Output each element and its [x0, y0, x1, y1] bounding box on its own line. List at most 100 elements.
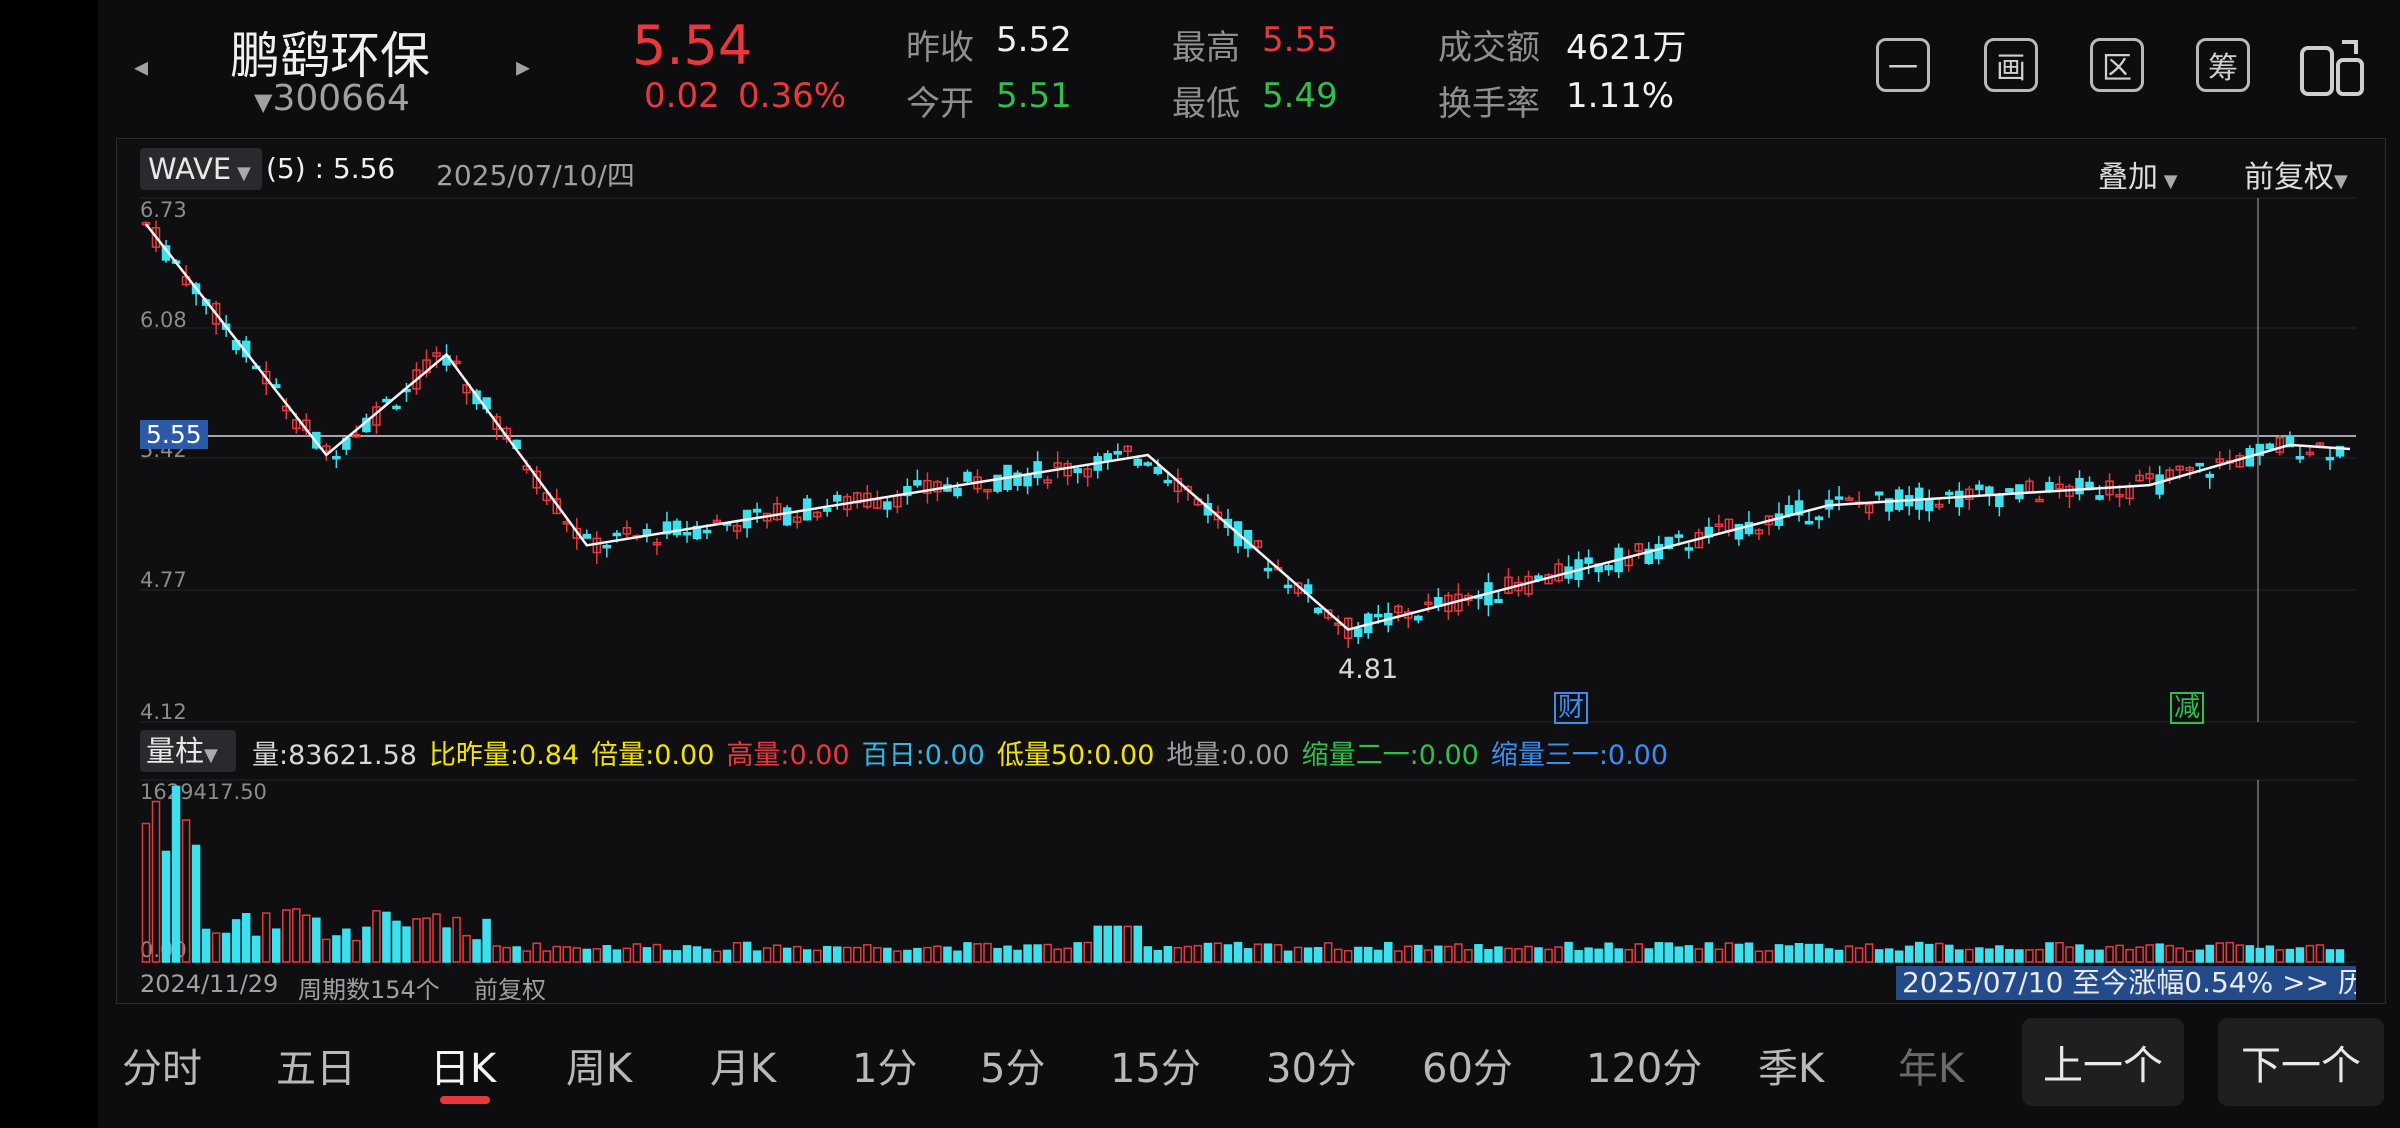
candle-body [2155, 474, 2164, 495]
event-finance-marker[interactable]: 财 [1554, 692, 1589, 724]
volume-bar [1774, 944, 1784, 963]
volume-bar [1444, 945, 1453, 963]
next-stock-arrow[interactable]: ▸ [516, 50, 531, 83]
multi-screen-icon[interactable] [2298, 36, 2366, 102]
volume-bar [1243, 948, 1253, 963]
volume-bar [843, 946, 852, 963]
chips-icon[interactable]: 筹 [2196, 38, 2250, 92]
candle-body [2005, 488, 2014, 493]
range-change-banner[interactable]: 2025/07/10 至今涨幅0.54% >> 历 [1896, 966, 2356, 1000]
candle-body [1414, 615, 1423, 621]
tab-8[interactable]: 30分 [1266, 1046, 1357, 1092]
candle-body [2145, 473, 2154, 480]
candle-body [492, 416, 501, 430]
volume-bar [1093, 925, 1102, 963]
volume-bar [191, 844, 201, 963]
draw-icon[interactable]: 画 [1984, 38, 2038, 92]
volume-bar [2305, 944, 2315, 963]
indicator-selector[interactable]: WAVE ▼ [140, 148, 262, 190]
candle-body [1644, 548, 1653, 564]
stock-code-dropdown[interactable]: ▼300664 [254, 78, 410, 119]
volume-bar [622, 947, 632, 963]
volume-bar [342, 928, 351, 963]
volume-bar [1193, 944, 1203, 963]
volume-bar [883, 947, 892, 963]
candle-body [462, 384, 471, 394]
tab-4[interactable]: 月K [710, 1046, 777, 1092]
candle-body [1684, 547, 1694, 551]
volume-bar [1985, 948, 1994, 963]
price-tick-4: 4.77 [140, 568, 187, 592]
volume-bar [893, 950, 902, 963]
volume-bar [1874, 949, 1884, 963]
candle-body [2175, 465, 2184, 471]
volume-bar [161, 850, 171, 963]
open-label: 今开 [906, 84, 974, 124]
volume-bar [702, 948, 712, 963]
tab-6[interactable]: 5分 [980, 1046, 1046, 1092]
volume-bar [602, 945, 612, 963]
volume-bar [742, 941, 752, 963]
volume-selector[interactable]: 量柱▼ [140, 730, 236, 772]
tab-1[interactable]: 五日 [276, 1046, 356, 1092]
volume-bar [1303, 947, 1313, 963]
tab-11[interactable]: 季K [1758, 1046, 1825, 1092]
cursor-date: 2025/07/10/四 [436, 159, 635, 192]
volume-bar [1153, 949, 1163, 963]
volume-bar [1945, 944, 1954, 963]
prev-stock-arrow[interactable]: ◂ [134, 50, 149, 83]
volume-bar [1754, 950, 1764, 963]
volume-bar [1744, 942, 1754, 963]
tab-0[interactable]: 分时 [122, 1046, 202, 1092]
price-change-pct: 0.36% [738, 76, 847, 116]
volume-bar [2195, 949, 2204, 963]
volume-bars [141, 785, 2345, 963]
volume-indicator-4: 百日:0.00 [861, 740, 985, 771]
volume-bar [853, 946, 862, 963]
prev-button[interactable]: 上一个 [2022, 1018, 2184, 1106]
tab-2[interactable]: 日K [430, 1046, 497, 1092]
volume-bar [752, 950, 762, 963]
minus-icon[interactable]: 一 [1876, 38, 1930, 92]
candle-body [1674, 534, 1684, 538]
tab-5[interactable]: 1分 [852, 1046, 918, 1092]
volume-bar [582, 948, 592, 963]
volume-bar [1424, 949, 1433, 963]
volume-bar [2275, 949, 2285, 963]
candle-body [261, 370, 271, 385]
tab-12[interactable]: 年K [1898, 1046, 1965, 1092]
next-button[interactable]: 下一个 [2218, 1018, 2384, 1106]
volume-bar [2185, 950, 2194, 963]
volume-indicator-2: 倍量:0.00 [591, 740, 715, 771]
stock-code: 300664 [272, 78, 410, 119]
volume-bar [2015, 949, 2024, 963]
range-icon[interactable]: 区 [2090, 38, 2144, 92]
candle-body [1283, 584, 1293, 589]
overlay-selector[interactable]: 叠加 ▼ [2098, 152, 2178, 196]
candle-body [933, 481, 942, 493]
volume-bar [1504, 947, 1513, 963]
volume-bar [1183, 945, 1193, 963]
tab-10[interactable]: 120分 [1586, 1046, 1703, 1092]
candle-body [1524, 575, 1533, 595]
volume-bar [1684, 945, 1694, 963]
volume-bar [1844, 945, 1854, 963]
candle-body [352, 434, 361, 438]
tab-7[interactable]: 15分 [1110, 1046, 1201, 1092]
volume-bar [2135, 946, 2144, 963]
candle-body [903, 486, 912, 497]
volume-bar [572, 947, 582, 963]
candle-body [432, 352, 441, 357]
volume-bar [292, 908, 301, 963]
adjust-selector[interactable]: 前复权▼ [2244, 152, 2348, 196]
event-reduce-marker[interactable]: 减 [2170, 692, 2205, 724]
candle-body [151, 227, 161, 248]
tab-9[interactable]: 60分 [1422, 1046, 1513, 1092]
tab-3[interactable]: 周K [566, 1046, 633, 1092]
volume-bar [903, 949, 912, 963]
volume-bar [2205, 944, 2214, 963]
volume-bar [983, 942, 992, 963]
volume-bar [2075, 944, 2084, 963]
